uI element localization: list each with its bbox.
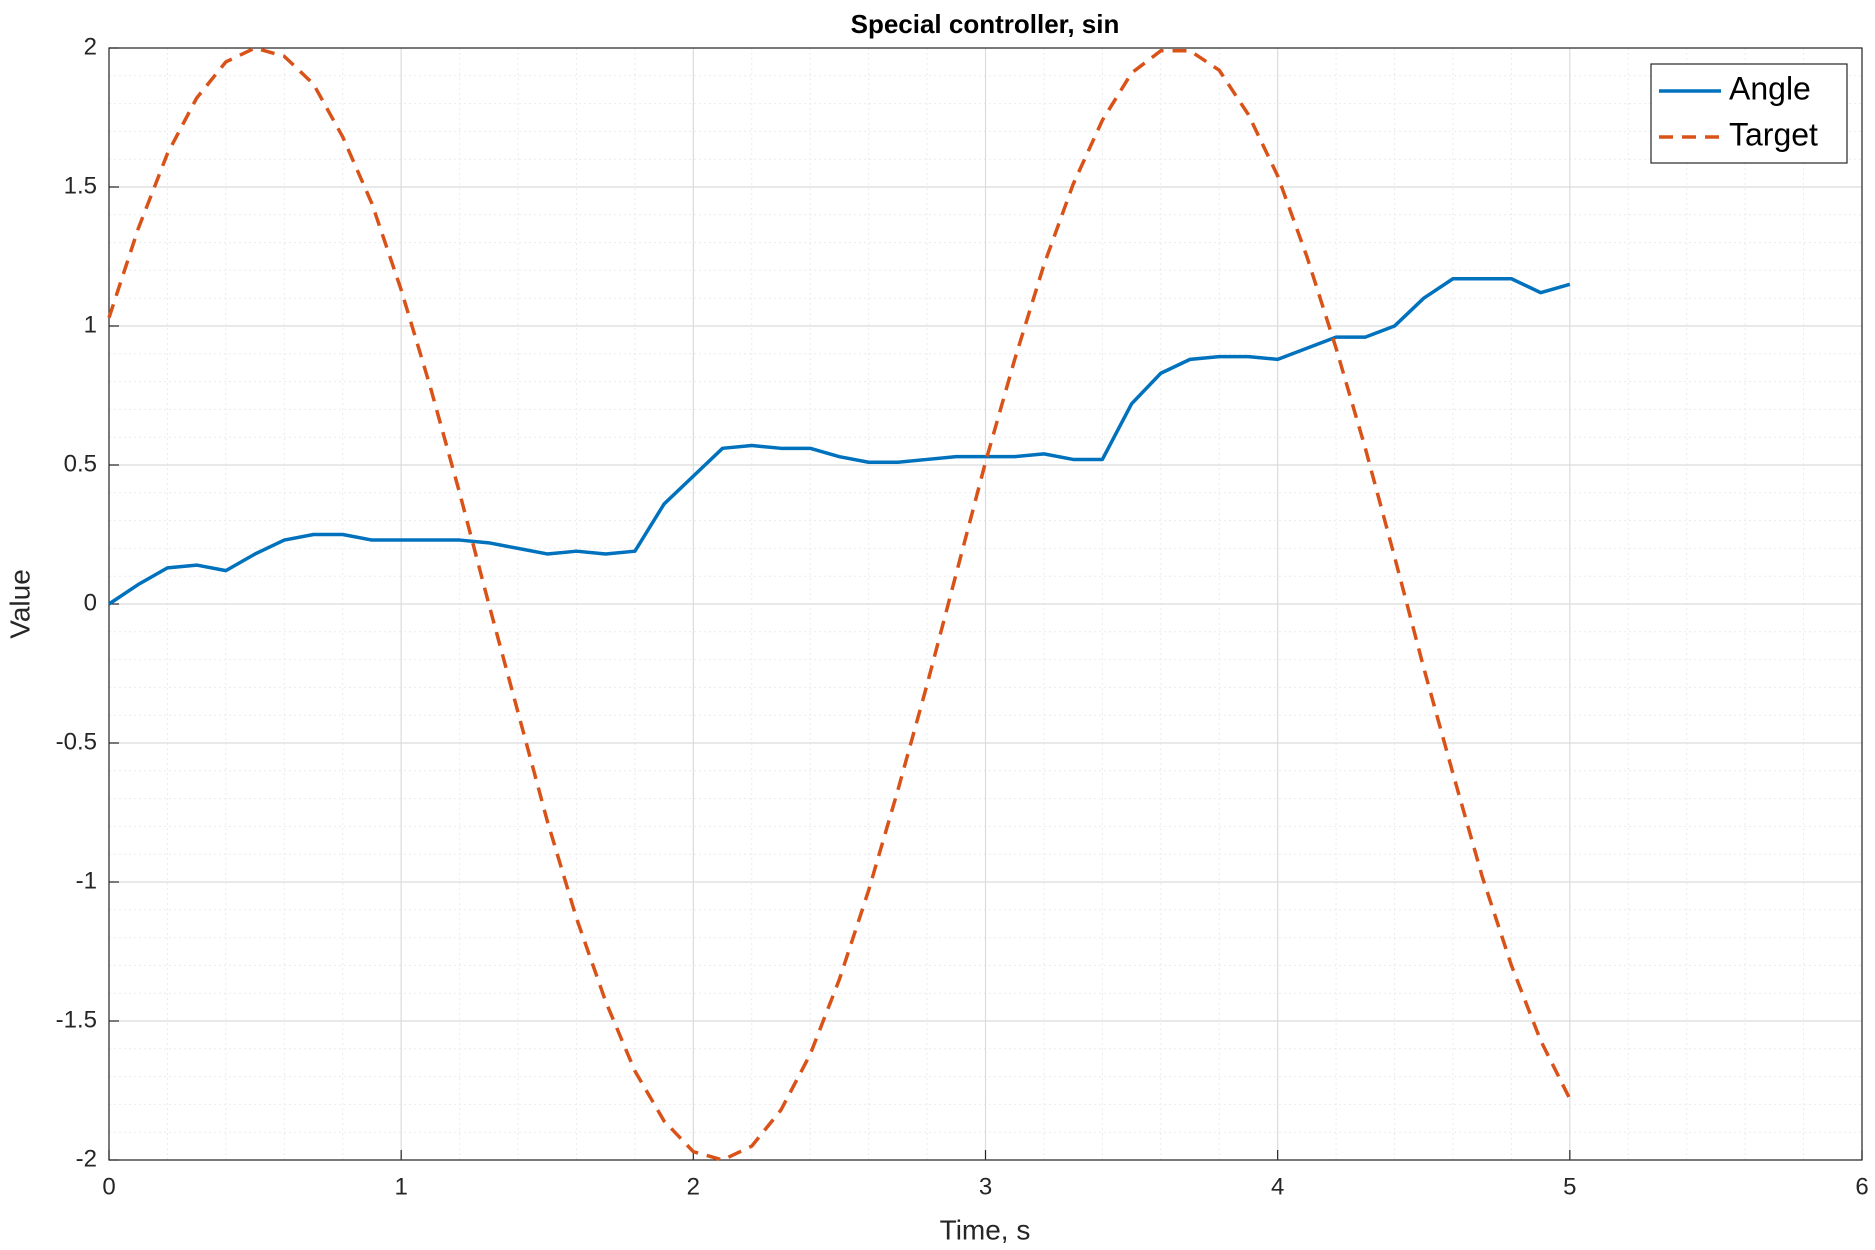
legend-box bbox=[1650, 63, 1848, 164]
x-tick-label: 6 bbox=[1855, 1173, 1868, 1200]
y-tick-label: 0.5 bbox=[64, 450, 97, 477]
y-tick-label: 1.5 bbox=[64, 172, 97, 199]
x-tick-label: 3 bbox=[979, 1173, 992, 1200]
x-tick-label: 0 bbox=[102, 1173, 115, 1200]
chart-title: Special controller, sin bbox=[851, 9, 1120, 39]
y-tick-label: -1.5 bbox=[56, 1006, 97, 1033]
y-axis-label: Value bbox=[4, 569, 35, 639]
x-tick-label: 4 bbox=[1271, 1173, 1284, 1200]
y-tick-label: -2 bbox=[76, 1145, 97, 1172]
data-line bbox=[108, 276, 1571, 606]
x-axis-label: Time, s bbox=[940, 1214, 1031, 1245]
x-tick-label: 2 bbox=[687, 1173, 700, 1200]
data-line bbox=[107, 46, 1572, 1162]
legend-label: Target bbox=[1729, 116, 1818, 152]
y-tick-label: -1 bbox=[76, 867, 97, 894]
y-tick-label: 0 bbox=[84, 589, 97, 616]
y-tick-label: 2 bbox=[84, 33, 97, 60]
y-tick-label: -0.5 bbox=[56, 728, 97, 755]
y-tick-label: 1 bbox=[84, 311, 97, 338]
x-tick-label: 5 bbox=[1563, 1173, 1576, 1200]
legend-label: Angle bbox=[1729, 70, 1811, 106]
x-tick-label: 1 bbox=[394, 1173, 407, 1200]
